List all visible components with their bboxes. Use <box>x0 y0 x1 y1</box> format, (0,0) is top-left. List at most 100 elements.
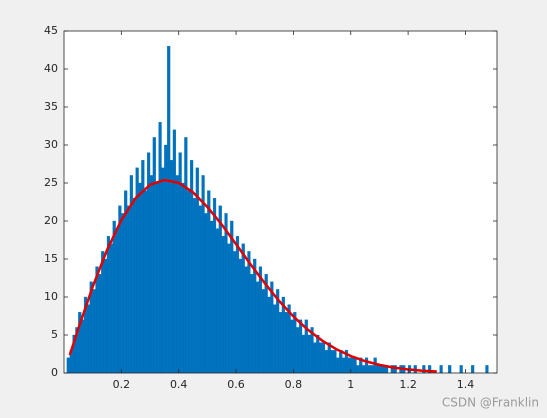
histogram-bar <box>98 274 102 374</box>
histogram-bar <box>92 289 96 374</box>
histogram-bar <box>215 228 219 374</box>
histogram-bar <box>132 198 136 374</box>
histogram-bar <box>207 190 211 374</box>
histogram-bar <box>172 129 176 374</box>
y-tick-label: 0 <box>51 366 58 379</box>
y-tick-label: 20 <box>44 214 58 227</box>
histogram-bar <box>118 205 122 374</box>
histogram-bar <box>367 365 371 374</box>
histogram-bar <box>307 334 311 374</box>
x-tick-label: 0.4 <box>170 378 188 391</box>
x-tick-label: 1.4 <box>457 378 475 391</box>
histogram-bar <box>149 175 154 374</box>
histogram-bar <box>321 342 326 374</box>
histogram-bar <box>327 342 331 374</box>
histogram-bar <box>253 258 257 374</box>
histogram-bar <box>319 342 323 374</box>
histogram-bar <box>356 365 360 374</box>
histogram-bar <box>247 251 251 374</box>
histogram-bar <box>316 334 320 374</box>
x-tick-label: 0.8 <box>285 378 303 391</box>
histogram-bar <box>187 190 191 374</box>
histogram-bar <box>362 365 366 374</box>
y-tick-label: 45 <box>44 24 58 37</box>
histogram-bar <box>287 304 291 374</box>
histogram-bar <box>66 357 70 374</box>
histogram-bar <box>112 220 116 374</box>
histogram-bar <box>339 350 343 374</box>
x-tick-label: 1 <box>347 378 354 391</box>
histogram-bar <box>124 190 128 374</box>
histogram-bar <box>161 167 165 374</box>
histogram-bar <box>373 357 377 374</box>
histogram-bar <box>485 365 489 374</box>
histogram-bar <box>101 251 105 374</box>
histogram-bar <box>258 266 263 374</box>
histogram-bar <box>227 243 231 374</box>
histogram-bar <box>218 205 222 374</box>
histogram-bar <box>296 327 300 374</box>
histogram-bar <box>224 213 228 374</box>
histogram-bar <box>106 236 111 374</box>
histogram-bar <box>448 365 452 374</box>
histogram-bar <box>103 258 108 374</box>
histogram-bar <box>353 357 357 374</box>
watermark: CSDN @Franklin <box>442 396 539 410</box>
y-tick-label: 10 <box>44 290 58 303</box>
histogram-bar <box>324 350 328 374</box>
histogram-bar <box>284 312 288 374</box>
histogram-bar <box>264 274 268 374</box>
histogram-bar <box>342 357 346 374</box>
histogram-bar <box>86 304 90 374</box>
histogram-bar <box>261 289 265 374</box>
histogram-bar <box>255 281 260 374</box>
axes-box <box>63 30 498 374</box>
x-tick-label: 0.6 <box>227 378 245 391</box>
histogram-bar <box>278 312 283 374</box>
histogram-bar <box>273 304 277 374</box>
histogram-bar <box>155 182 159 374</box>
histogram-bar <box>221 236 225 374</box>
histogram-bar <box>244 266 248 374</box>
histogram-bar <box>138 182 142 374</box>
histogram-bar <box>230 220 234 374</box>
histogram-bar <box>204 213 208 374</box>
histogram-bar <box>167 46 171 374</box>
histogram-bar <box>267 296 271 374</box>
histogram-bar <box>301 334 306 374</box>
y-tick-label: 30 <box>44 138 58 151</box>
x-tick-label: 1.2 <box>399 378 417 391</box>
histogram-bar <box>181 182 185 374</box>
histogram-bar <box>350 357 354 374</box>
histogram-bar <box>233 251 237 374</box>
fit-line <box>68 178 437 373</box>
histogram-bar <box>175 175 179 374</box>
histogram-bar <box>459 365 463 374</box>
histogram-bar <box>192 198 197 374</box>
histogram-bar <box>250 274 254 374</box>
histogram-bar <box>126 205 131 374</box>
histogram-bar <box>109 243 113 374</box>
histogram-bar <box>290 319 294 374</box>
histogram-bar <box>347 357 351 374</box>
histogram-bar <box>333 350 337 374</box>
histogram-bar <box>198 205 202 374</box>
histogram-bar <box>115 228 119 374</box>
histogram-bar <box>293 312 297 374</box>
histogram-bar <box>336 357 340 374</box>
histogram-bar <box>376 365 380 374</box>
histogram-bar <box>184 137 188 374</box>
histogram-bar <box>169 160 174 374</box>
histogram-bar <box>81 319 85 374</box>
histogram-bar <box>439 365 443 374</box>
histogram-bar <box>152 137 156 374</box>
histogram-bar <box>298 319 303 374</box>
histogram-bar <box>212 198 217 374</box>
y-tick-label: 40 <box>44 62 58 75</box>
histogram-bar <box>241 243 245 374</box>
histogram-bar <box>158 122 162 374</box>
histogram-bar <box>235 236 240 374</box>
histogram-bar <box>121 213 125 374</box>
y-tick-label: 5 <box>51 328 58 341</box>
x-tick-label: 0.2 <box>113 378 131 391</box>
